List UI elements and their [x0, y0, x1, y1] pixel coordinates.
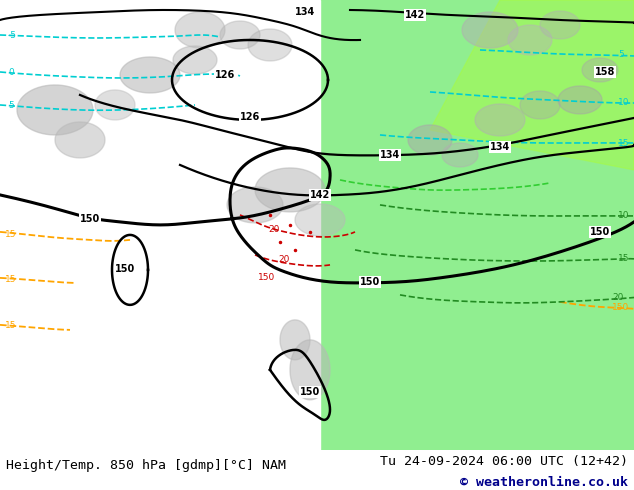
Polygon shape: [290, 340, 330, 400]
Text: 5: 5: [8, 101, 14, 110]
Text: 20: 20: [612, 293, 623, 302]
Text: 142: 142: [405, 10, 425, 20]
Text: 134: 134: [380, 150, 400, 160]
Text: 158: 158: [595, 67, 616, 77]
Polygon shape: [173, 46, 217, 74]
Text: 10: 10: [618, 98, 630, 107]
Polygon shape: [558, 86, 602, 114]
Polygon shape: [508, 25, 552, 55]
Polygon shape: [248, 29, 292, 61]
Polygon shape: [175, 12, 225, 48]
Text: 15: 15: [5, 321, 16, 330]
Polygon shape: [430, 0, 634, 170]
Polygon shape: [320, 0, 634, 450]
Text: 15: 15: [618, 139, 630, 148]
Text: 150: 150: [360, 277, 380, 287]
Polygon shape: [295, 204, 345, 236]
Polygon shape: [475, 104, 525, 136]
Text: 150: 150: [300, 387, 320, 397]
Text: 20: 20: [268, 225, 280, 234]
Text: 142: 142: [310, 190, 330, 200]
Text: © weatheronline.co.uk: © weatheronline.co.uk: [460, 476, 628, 490]
Polygon shape: [55, 122, 105, 158]
Polygon shape: [540, 11, 580, 39]
Text: Height/Temp. 850 hPa [gdmp][°C] NAM: Height/Temp. 850 hPa [gdmp][°C] NAM: [6, 459, 287, 471]
Polygon shape: [227, 187, 283, 223]
Text: 134: 134: [295, 7, 315, 17]
Text: 126: 126: [240, 112, 260, 122]
Polygon shape: [582, 58, 618, 82]
Text: Tu 24-09-2024 06:00 UTC (12+42): Tu 24-09-2024 06:00 UTC (12+42): [380, 455, 628, 468]
Text: 126: 126: [215, 70, 235, 80]
Polygon shape: [520, 91, 560, 119]
Text: 0: 0: [8, 68, 14, 77]
Polygon shape: [462, 12, 518, 48]
Polygon shape: [220, 21, 260, 49]
Text: 15: 15: [5, 275, 16, 284]
Text: 15: 15: [5, 230, 16, 239]
Polygon shape: [408, 125, 452, 155]
Text: 150: 150: [612, 303, 630, 312]
Text: 150: 150: [258, 273, 275, 282]
Polygon shape: [255, 168, 325, 212]
Text: 20: 20: [278, 255, 289, 264]
Polygon shape: [95, 90, 135, 120]
Text: 150: 150: [80, 214, 100, 224]
Text: 134: 134: [490, 142, 510, 152]
Text: 5: 5: [618, 50, 624, 59]
Polygon shape: [120, 57, 180, 93]
Text: -5: -5: [8, 31, 17, 40]
Text: 10: 10: [618, 211, 630, 220]
Polygon shape: [0, 0, 320, 450]
Polygon shape: [280, 320, 310, 360]
Polygon shape: [17, 85, 93, 135]
Text: 15: 15: [618, 254, 630, 263]
Text: 150: 150: [115, 264, 135, 274]
Text: 150: 150: [590, 227, 611, 237]
Polygon shape: [442, 143, 478, 167]
